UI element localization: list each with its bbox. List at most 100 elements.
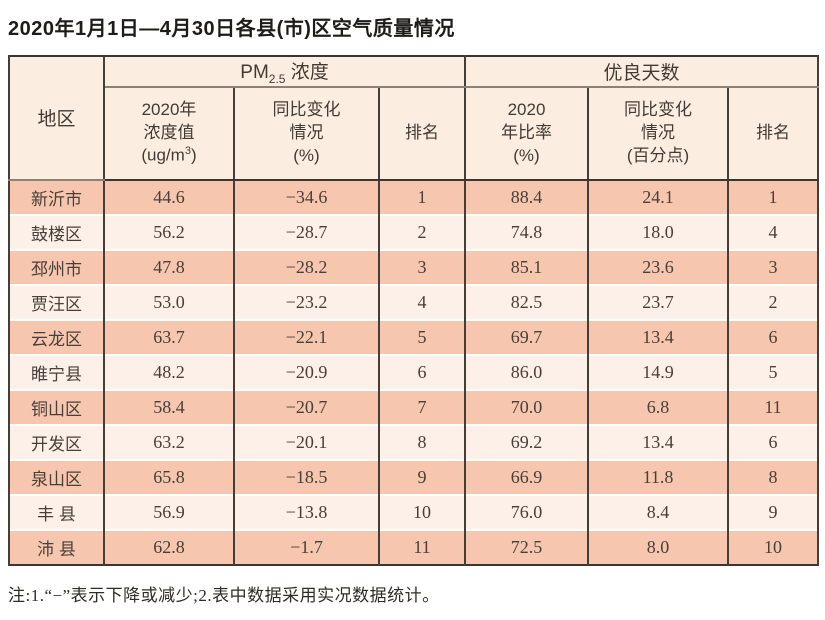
cell-pm-change: −20.1 — [233, 423, 380, 460]
cell-pm-change: −20.7 — [233, 388, 380, 425]
cell-good-rate: 69.2 — [464, 423, 589, 460]
cell-good-rank: 9 — [726, 493, 820, 530]
header-good-rate-unit: (%) — [513, 145, 540, 165]
cell-good-change: 23.6 — [587, 248, 729, 285]
cell-pm-rank: 10 — [378, 493, 466, 530]
header-good-change-line1: 同比变化 — [624, 99, 692, 119]
cell-pm-value: 56.9 — [103, 493, 235, 530]
cell-pm-value: 62.8 — [103, 528, 235, 565]
cell-good-change: 11.8 — [587, 458, 729, 495]
cell-region: 邳州市 — [8, 248, 105, 285]
table-row: 新沂市 44.6 −34.6 1 88.4 24.1 1 — [8, 178, 820, 215]
cell-region: 开发区 — [8, 423, 105, 460]
pm-label-prefix: PM — [240, 62, 269, 83]
cell-pm-rank: 4 — [378, 283, 466, 320]
cell-good-change: 24.1 — [587, 178, 729, 215]
cell-good-rank: 5 — [726, 353, 820, 390]
cell-pm-rank: 6 — [378, 353, 466, 390]
header-group-row: 地区 PM2.5 浓度 优良天数 — [8, 56, 820, 181]
header-region: 地区 — [8, 56, 105, 181]
table-row: 沛 县 62.8 −1.7 11 72.5 8.0 10 — [8, 528, 820, 565]
cell-good-rate: 88.4 — [464, 178, 589, 215]
header-group-good-days: 优良天数 — [463, 56, 820, 88]
header-good-rate-line2: 年比率 — [501, 122, 552, 142]
cell-good-rate: 85.1 — [464, 248, 589, 285]
table-row: 开发区 63.2 −20.1 8 69.2 13.4 6 — [8, 423, 820, 460]
cell-pm-rank: 7 — [378, 388, 466, 425]
cell-pm-change: −28.2 — [233, 248, 380, 285]
table-row: 贾汪区 53.0 −23.2 4 82.5 23.7 2 — [8, 283, 820, 320]
header-sub-row: 2020年 浓度值 (ug/m3) 同比变化 情况 (%) 排名 2020 年比… — [9, 86, 820, 181]
header-pm-change-line2: 情况 — [289, 122, 324, 142]
header-good-rate: 2020 年比率 (%) — [464, 86, 589, 181]
cell-good-change: 14.9 — [587, 353, 729, 390]
cell-good-rank: 3 — [726, 248, 820, 285]
cell-good-rank: 2 — [726, 283, 820, 320]
header-good-rate-line1: 2020 — [507, 99, 546, 119]
cell-good-rate: 76.0 — [464, 493, 589, 530]
cell-good-rank: 6 — [726, 318, 820, 355]
table-row: 铜山区 58.4 −20.7 7 70.0 6.8 11 — [8, 388, 820, 425]
cell-region: 丰 县 — [8, 493, 105, 530]
cell-pm-value: 63.2 — [103, 423, 235, 460]
header-pm-change-unit: (%) — [293, 145, 320, 165]
cell-good-rate: 74.8 — [464, 213, 589, 250]
cell-pm-value: 47.8 — [103, 248, 235, 285]
cell-pm-value: 44.6 — [103, 178, 235, 215]
cell-good-rank: 1 — [726, 178, 820, 215]
cell-pm-value: 48.2 — [103, 353, 235, 390]
table-footnote: 注:1.“−”表示下降或减少;2.表中数据采用实况数据统计。 — [8, 585, 440, 605]
page: 2020年1月1日—4月30日各县(市)区空气质量情况 地区 PM2.5 浓度 … — [8, 18, 820, 605]
cell-pm-rank: 11 — [378, 528, 466, 565]
cell-good-rate: 69.7 — [464, 318, 589, 355]
cell-good-change: 6.8 — [587, 388, 729, 425]
cell-region: 新沂市 — [8, 178, 105, 215]
cell-pm-value: 65.8 — [103, 458, 235, 495]
cell-pm-value: 58.4 — [103, 388, 235, 425]
cell-pm-change: −1.7 — [233, 528, 380, 565]
header-pm-value: 2020年 浓度值 (ug/m3) — [103, 86, 235, 181]
table-body: 新沂市 44.6 −34.6 1 88.4 24.1 1 鼓楼区 56.2 −2… — [8, 178, 820, 565]
cell-pm-change: −28.7 — [233, 213, 380, 250]
table-row: 睢宁县 48.2 −20.9 6 86.0 14.9 5 — [8, 353, 820, 390]
cell-pm-rank: 9 — [378, 458, 466, 495]
pm-subscript: 2.5 — [268, 71, 286, 86]
table-row: 鼓楼区 56.2 −28.7 2 74.8 18.0 4 — [8, 213, 820, 250]
cell-good-rate: 70.0 — [464, 388, 589, 425]
header-pm-value-line2: 浓度值 — [143, 122, 195, 142]
header-pm-value-line1: 2020年 — [141, 99, 197, 119]
header-good-change-line2: 情况 — [641, 122, 675, 142]
cell-good-rank: 10 — [726, 528, 820, 565]
cell-pm-rank: 5 — [378, 318, 466, 355]
header-good-rank: 排名 — [726, 86, 820, 181]
table-header: 地区 PM2.5 浓度 优良天数 2020年 浓度值 (ug/m3) 同比变化 … — [8, 56, 820, 181]
header-pm-rank: 排名 — [378, 86, 466, 181]
cell-region: 睢宁县 — [8, 353, 105, 390]
cell-region: 铜山区 — [8, 388, 105, 425]
cell-pm-rank: 1 — [378, 178, 466, 215]
cell-pm-change: −13.8 — [233, 493, 380, 530]
cell-pm-rank: 2 — [378, 213, 466, 250]
cell-pm-change: −23.2 — [233, 283, 380, 320]
cell-region: 鼓楼区 — [8, 213, 105, 250]
cell-pm-rank: 8 — [378, 423, 466, 460]
cell-region: 泉山区 — [8, 458, 105, 495]
table-row: 邳州市 47.8 −28.2 3 85.1 23.6 3 — [8, 248, 820, 285]
header-pm-value-unit: (ug/m — [141, 146, 185, 166]
header-pm-change-line1: 同比变化 — [272, 99, 341, 119]
header-good-change: 同比变化 情况 (百分点) — [587, 86, 729, 181]
table-row: 泉山区 65.8 −18.5 9 66.9 11.8 8 — [8, 458, 820, 495]
cell-good-rank: 6 — [726, 423, 820, 460]
header-pm-value-unit-close: ) — [190, 146, 197, 166]
cell-pm-change: −22.1 — [233, 318, 380, 355]
cell-good-change: 13.4 — [587, 423, 729, 460]
cell-good-change: 13.4 — [587, 318, 729, 355]
cell-good-rank: 8 — [726, 458, 820, 495]
pm-label-suffix: 浓度 — [285, 62, 329, 83]
cell-good-rate: 66.9 — [464, 458, 589, 495]
cell-region: 贾汪区 — [8, 283, 105, 320]
header-pm-change: 同比变化 情况 (%) — [233, 86, 380, 181]
header-pm-value-unit-sup: 3 — [184, 145, 191, 158]
header-good-change-unit: (百分点) — [626, 145, 690, 165]
cell-pm-value: 53.0 — [103, 283, 235, 320]
